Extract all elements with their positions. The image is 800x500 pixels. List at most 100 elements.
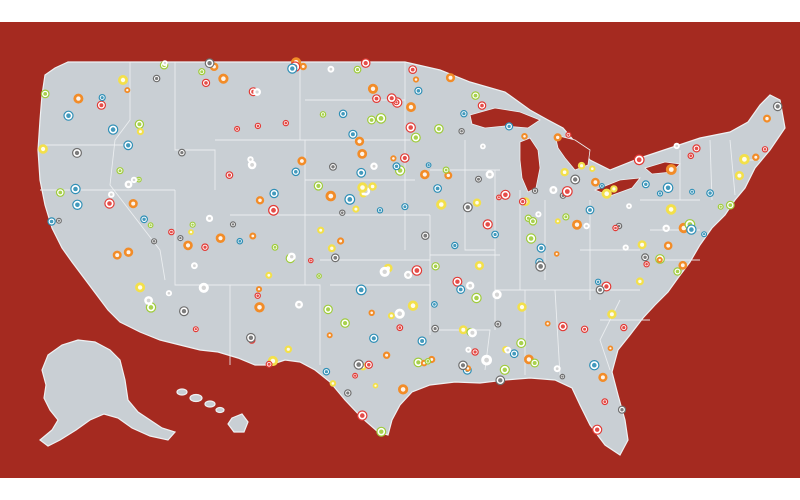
marker-inner <box>422 172 427 177</box>
location-marker <box>344 193 356 205</box>
location-marker <box>140 215 149 224</box>
marker-inner <box>402 155 407 161</box>
marker-inner <box>468 283 473 288</box>
location-marker <box>407 300 419 311</box>
location-marker <box>339 209 346 216</box>
marker-inner <box>267 362 271 366</box>
marker-inner <box>580 164 584 168</box>
location-marker <box>376 207 384 214</box>
marker-inner <box>372 164 376 168</box>
marker-inner <box>251 234 255 238</box>
marker-inner <box>410 303 416 309</box>
location-marker <box>622 244 629 251</box>
location-marker <box>357 410 368 421</box>
location-marker <box>491 230 500 239</box>
location-marker <box>467 328 477 338</box>
location-marker <box>583 222 590 230</box>
marker-inner <box>538 264 543 269</box>
location-marker <box>201 243 209 252</box>
location-marker <box>338 109 348 119</box>
marker-inner <box>118 169 122 173</box>
marker-inner <box>564 189 570 194</box>
marker-inner <box>694 146 699 151</box>
location-marker <box>612 224 619 232</box>
location-marker <box>762 114 771 123</box>
marker-inner <box>473 350 477 354</box>
marker-inner <box>460 363 466 368</box>
marker-inner <box>350 132 355 137</box>
location-marker <box>589 360 600 371</box>
location-marker <box>458 127 465 135</box>
marker-inner <box>200 70 204 74</box>
location-marker <box>554 218 561 225</box>
location-marker <box>291 167 301 177</box>
marker-inner <box>138 130 142 134</box>
marker-inner <box>371 336 376 341</box>
marker-inner <box>360 185 365 190</box>
marker-inner <box>137 122 142 127</box>
location-marker <box>128 199 138 209</box>
location-marker <box>357 182 368 193</box>
location-marker <box>38 144 48 154</box>
marker-inner <box>73 186 78 192</box>
location-marker <box>471 292 482 304</box>
marker-inner <box>397 311 403 317</box>
marker-inner <box>193 264 196 268</box>
location-marker <box>663 241 673 251</box>
location-marker <box>117 74 128 85</box>
marker-inner <box>341 211 344 214</box>
location-marker <box>692 144 701 153</box>
marker-inner <box>475 200 479 205</box>
marker-inner <box>719 205 722 208</box>
marker-inner <box>181 309 187 314</box>
location-marker <box>323 304 333 315</box>
marker-inner <box>394 164 399 168</box>
marker-inner <box>406 273 410 277</box>
location-marker <box>161 60 168 66</box>
location-marker <box>458 360 468 371</box>
location-marker <box>353 359 364 370</box>
location-marker <box>144 296 154 305</box>
location-marker <box>295 300 304 309</box>
marker-inner <box>588 208 592 212</box>
location-marker <box>617 405 627 414</box>
location-marker <box>591 177 600 187</box>
location-marker <box>322 367 331 376</box>
marker-inner <box>328 193 334 199</box>
marker-inner <box>523 135 526 138</box>
marker-inner <box>664 226 668 230</box>
location-marker <box>108 191 115 198</box>
marker-inner <box>502 367 507 372</box>
marker-inner <box>591 167 594 170</box>
marker-inner <box>410 67 415 72</box>
marker-inner <box>675 269 680 274</box>
location-marker <box>326 332 333 339</box>
location-marker <box>536 243 546 253</box>
location-marker <box>424 357 432 365</box>
marker-inner <box>555 252 558 255</box>
marker-inner <box>207 61 212 66</box>
location-marker <box>352 205 360 213</box>
location-marker <box>451 241 459 250</box>
location-marker <box>481 354 493 366</box>
location-marker <box>255 286 263 293</box>
marker-inner <box>555 367 559 371</box>
marker-inner <box>528 236 534 241</box>
marker-inner <box>448 75 453 80</box>
location-marker <box>367 115 377 125</box>
marker-inner <box>100 96 104 100</box>
location-marker <box>271 243 279 251</box>
location-marker <box>419 169 430 180</box>
marker-inner <box>488 172 492 177</box>
marker-inner <box>423 233 428 238</box>
location-marker <box>601 398 609 406</box>
location-marker <box>725 200 735 210</box>
location-marker <box>701 231 708 238</box>
location-marker <box>352 372 359 379</box>
marker-inner <box>622 326 626 330</box>
marker-inner <box>324 370 328 374</box>
marker-inner <box>668 167 674 172</box>
marker-inner <box>427 163 430 167</box>
